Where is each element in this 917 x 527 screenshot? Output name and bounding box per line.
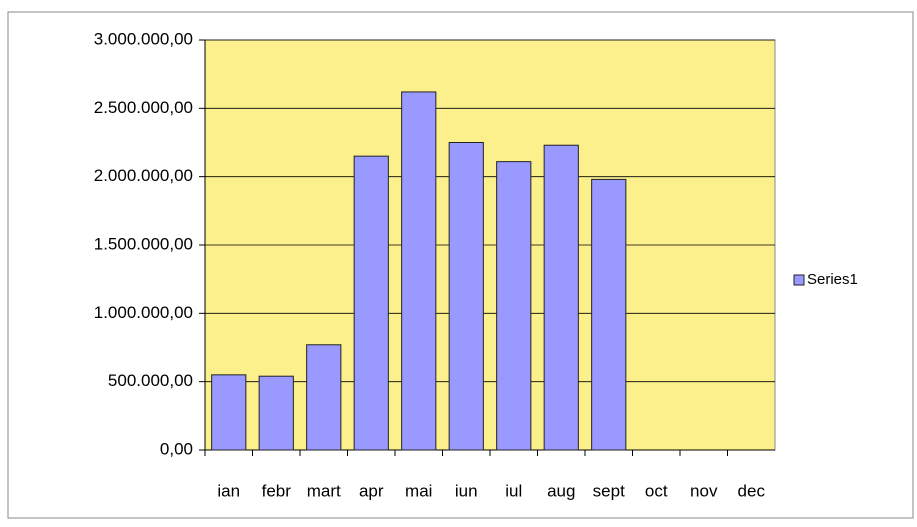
x-tick-label: iul — [505, 481, 522, 500]
bar — [496, 161, 532, 451]
y-tick-label: 2.000.000,00 — [94, 166, 193, 185]
x-tick-label: mai — [405, 481, 432, 500]
x-tick-label: sept — [593, 481, 625, 500]
x-tick-label: mart — [307, 481, 341, 500]
x-tick-label: dec — [738, 481, 766, 500]
legend-swatch — [793, 274, 805, 286]
x-tick-label: aug — [547, 481, 575, 500]
x-tick-label: oct — [645, 481, 668, 500]
x-tick-label: iun — [455, 481, 478, 500]
bar — [353, 155, 389, 451]
y-tick-label: 1.500.000,00 — [94, 234, 193, 253]
x-tick-label: febr — [262, 481, 292, 500]
bar — [306, 344, 342, 451]
bar — [543, 144, 579, 451]
y-tick-label: 500.000,00 — [108, 371, 193, 390]
bar — [448, 142, 484, 451]
x-tick-label: ian — [217, 481, 240, 500]
bar — [211, 374, 247, 451]
y-tick-label: 2.500.000,00 — [94, 98, 193, 117]
x-tick-label: apr — [359, 481, 384, 500]
x-tick-label: nov — [690, 481, 718, 500]
y-tick-label: 0,00 — [160, 439, 193, 458]
bar — [401, 91, 437, 451]
bar — [258, 375, 294, 451]
y-tick-label: 3.000.000,00 — [94, 29, 193, 48]
legend-label: Series1 — [807, 271, 858, 288]
bar — [591, 178, 627, 451]
y-tick-label: 1.000.000,00 — [94, 303, 193, 322]
